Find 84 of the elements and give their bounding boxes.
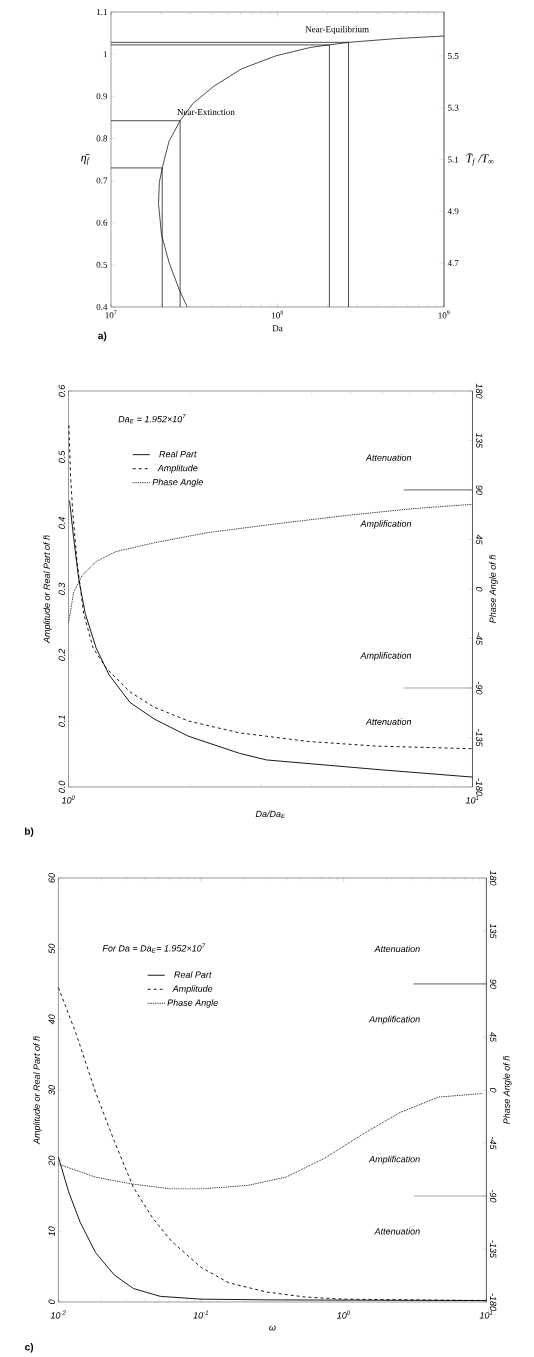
annotation: Amplification	[360, 652, 412, 661]
y2-tick-label: 5.1	[448, 156, 459, 163]
text: a)	[98, 331, 107, 342]
x-axis-title: Da/Da$_{E}$	[255, 810, 286, 819]
y-tick-label: 0.9	[96, 93, 108, 100]
y-tick-label: 0.8	[96, 135, 108, 142]
y-tick-label: 0.0	[58, 780, 65, 793]
y-tick-label: 0.6	[58, 384, 65, 397]
y2-tick-label: -45	[489, 1136, 497, 1150]
y2-tick-label: 5.3	[448, 104, 459, 111]
legend-label: Real Part	[159, 450, 197, 458]
annotation: Amplification	[360, 520, 412, 529]
y-tick-label: 0.1	[58, 715, 65, 727]
annotation: Amplification	[368, 1015, 420, 1025]
y2-tick-label: -180	[476, 778, 483, 796]
annotation: Attenuation	[374, 945, 420, 953]
y2-axis-title: Phase Angle of h̃	[489, 554, 498, 623]
annotation: Attenuation	[365, 718, 412, 725]
legend-label: Amplitude	[157, 464, 198, 474]
y2-tick-label: -180	[489, 1293, 497, 1311]
y-tick-label: 1.1	[97, 8, 107, 16]
x-tick-label: 10$^{1}$	[479, 1310, 493, 1319]
y-tick-label: 0.7	[96, 177, 108, 184]
y-tick-label: 60	[48, 873, 55, 883]
y2-tick-label: -135	[489, 1240, 497, 1259]
text: c)	[25, 1343, 34, 1353]
y2-tick-label: 135	[476, 433, 483, 449]
legend-label: Phase Angle	[167, 999, 218, 1008]
y-tick-label: 0	[48, 1299, 55, 1305]
annotation: Attenuation	[365, 454, 412, 461]
y-tick-label: 10	[48, 1226, 55, 1237]
y2-tick-label: 180	[476, 383, 483, 399]
y2-tick-label: 0	[476, 586, 483, 592]
y-axis-title: Amplitude or Real Part of h̃	[43, 535, 52, 644]
y2-tick-label: 90	[476, 485, 483, 495]
y-tick-label: 40	[48, 1014, 55, 1025]
y-axis-title: η̄$_{f}$	[81, 154, 90, 165]
x-axis-title: Da	[272, 325, 283, 332]
y2-tick-label: 45	[476, 534, 483, 545]
annotation: For Da = Da$_{E}$= 1.952×10$^{7}$	[102, 943, 206, 953]
y2-axis-title: Phase Angle of h̃	[503, 1055, 512, 1124]
y-tick-label: 30	[48, 1085, 55, 1095]
x-tick-label: 10$^{0}$	[61, 795, 75, 804]
x-tick-label: 10$^{7}$	[105, 310, 117, 319]
x-tick-label: 10$^{-2}$	[50, 1310, 66, 1319]
legend-label: Phase Angle	[152, 478, 203, 488]
y2-tick-label: -45	[476, 632, 483, 646]
y2-tick-label: 180	[489, 870, 497, 886]
y2-tick-label: 135	[489, 923, 497, 939]
y-tick-label: 0.5	[58, 450, 65, 463]
x-tick-label: 10$^{8}$	[272, 310, 284, 319]
y-tick-label: 1	[103, 51, 107, 58]
annotation: Near-Equilibrium	[305, 25, 369, 35]
y2-axis-title: T̄$_{f}$ /T$_{∞}$	[466, 153, 494, 166]
text: b)	[25, 827, 34, 837]
y-tick-label: 0.6	[96, 219, 108, 226]
y2-tick-label: 4.9	[447, 208, 459, 215]
legend-label: Amplitude	[172, 985, 213, 994]
y2-tick-label: 5.5	[448, 52, 459, 59]
x-axis-title: ω	[269, 1325, 276, 1331]
y2-tick-label: 4.7	[447, 259, 459, 267]
y2-tick-label: -90	[489, 1189, 497, 1203]
legend-label: Real Part	[174, 971, 212, 978]
x-tick-label: 10$^{-1}$	[193, 1310, 208, 1319]
y2-tick-label: 90	[489, 979, 497, 989]
annotation: Attenuation	[374, 1227, 420, 1235]
y-tick-label: 0.5	[96, 261, 108, 268]
y2-tick-label: -135	[476, 728, 483, 747]
y-tick-label: 0.4	[58, 517, 65, 529]
y2-tick-label: 45	[489, 1032, 497, 1043]
x-tick-label: 10$^{9}$	[438, 310, 450, 319]
y-tick-label: 0.2	[58, 648, 65, 661]
y2-tick-label: -90	[476, 681, 483, 695]
y2-tick-label: 0	[489, 1087, 497, 1093]
y-tick-label: 50	[48, 943, 55, 954]
y-tick-label: 0.4	[96, 303, 108, 311]
x-tick-label: 10$^{0}$	[337, 1310, 351, 1319]
annotation: Amplification	[368, 1155, 420, 1165]
y-tick-label: 20	[48, 1155, 55, 1166]
x-tick-label: 10$^{1}$	[465, 795, 479, 804]
annotation: Da$_{E}$ = 1.952×10$^{7}$	[118, 414, 186, 424]
annotation: Near-Extinction	[177, 108, 235, 116]
y-tick-label: 0.3	[58, 582, 65, 595]
y-axis-title: Amplitude or Real Part of h̃	[33, 1036, 42, 1145]
